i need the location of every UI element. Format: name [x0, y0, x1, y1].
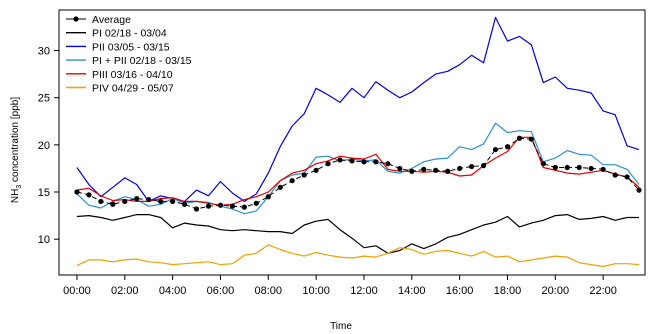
x-tick-label: 00:00	[63, 285, 91, 297]
average-point	[409, 168, 415, 174]
x-tick-label: 20:00	[542, 285, 570, 297]
legend-label: PI 02/18 - 03/04	[92, 28, 167, 40]
average-point	[86, 192, 92, 198]
average-point	[540, 161, 546, 167]
average-point	[361, 159, 367, 165]
average-point	[98, 198, 104, 205]
x-tick-label: 12:00	[350, 285, 378, 297]
x-tick-label: 04:00	[159, 285, 187, 297]
average-point	[265, 194, 271, 200]
average-point	[301, 172, 307, 178]
average-point	[337, 157, 343, 163]
y-axis-title-subscript: 3	[16, 185, 23, 189]
average-point	[205, 203, 212, 209]
average-point	[492, 146, 499, 153]
average-point	[504, 144, 511, 150]
average-point	[600, 166, 606, 172]
average-point	[313, 167, 319, 173]
average-point	[146, 196, 152, 203]
average-point	[528, 136, 534, 142]
series-line-4	[76, 136, 640, 206]
average-point	[181, 201, 188, 207]
y-axis: 10 15 20 25 30	[38, 46, 59, 246]
legend-label: Average	[92, 14, 131, 26]
average-point	[325, 161, 331, 167]
y-axis-title: NH3 concentration [ppb]	[10, 97, 23, 203]
average-point	[397, 165, 403, 172]
average-point	[480, 163, 487, 169]
average-point	[564, 164, 570, 171]
average-point	[289, 178, 295, 184]
series-line-5	[76, 244, 640, 268]
average-point	[158, 198, 164, 205]
average-point	[433, 167, 439, 173]
average-point	[576, 164, 582, 171]
average-point	[516, 135, 523, 141]
legend-label: PIV 04/29 - 05/07	[92, 83, 174, 95]
average-point	[588, 165, 594, 172]
x-tick-label: 16:00	[446, 285, 474, 297]
average-point	[373, 159, 379, 165]
legend-label: PII 03/05 - 03/15	[92, 41, 170, 53]
average-point	[349, 158, 355, 164]
average-point	[636, 187, 642, 193]
y-tick-label: 20	[38, 140, 50, 152]
x-tick-label: 18:00	[494, 285, 522, 297]
average-point	[468, 163, 475, 170]
y-tick-label: 25	[38, 93, 50, 105]
y-axis-title-main: NH	[10, 189, 21, 203]
average-point	[122, 198, 128, 205]
average-point	[229, 203, 236, 209]
average-point	[74, 189, 80, 195]
average-point	[241, 204, 247, 210]
average-point	[193, 206, 200, 212]
legend-label: PI + PII 02/18 - 03/15	[92, 55, 192, 67]
x-tick-label: 08:00	[255, 285, 283, 297]
x-axis: 00:00 02:00 04:00 06:00 08:00 10:00 12:00 14:00…	[63, 275, 617, 297]
average-point	[624, 174, 630, 180]
average-point	[421, 166, 427, 172]
average-point	[217, 202, 224, 208]
average-point	[385, 161, 391, 167]
average-point	[277, 184, 283, 190]
y-tick-label: 10	[38, 234, 50, 246]
x-tick-label: 02:00	[111, 285, 139, 297]
legend-marker	[73, 16, 79, 22]
x-tick-label: 06:00	[207, 285, 235, 297]
series-line-3	[76, 122, 640, 215]
average-point	[110, 201, 116, 207]
y-axis-title-rest: concentration [ppb]	[10, 97, 21, 185]
x-tick-label: 22:00	[589, 285, 617, 297]
average-point	[552, 164, 558, 171]
x-tick-label: 10:00	[302, 285, 330, 297]
average-point	[134, 196, 140, 202]
average-point	[253, 200, 259, 206]
y-tick-label: 15	[38, 187, 50, 199]
plot-lines	[74, 16, 642, 268]
average-point	[612, 172, 618, 178]
average-point	[445, 168, 451, 174]
x-tick-label: 14:00	[398, 285, 426, 297]
x-axis-title: Time	[330, 321, 352, 332]
legend-label: PIII 03/16 - 04/10	[92, 69, 173, 81]
plot-frame	[58, 9, 646, 276]
series-line-1	[76, 214, 639, 254]
y-tick-label: 30	[38, 46, 50, 58]
average-point	[457, 165, 463, 172]
average-point	[170, 198, 176, 205]
